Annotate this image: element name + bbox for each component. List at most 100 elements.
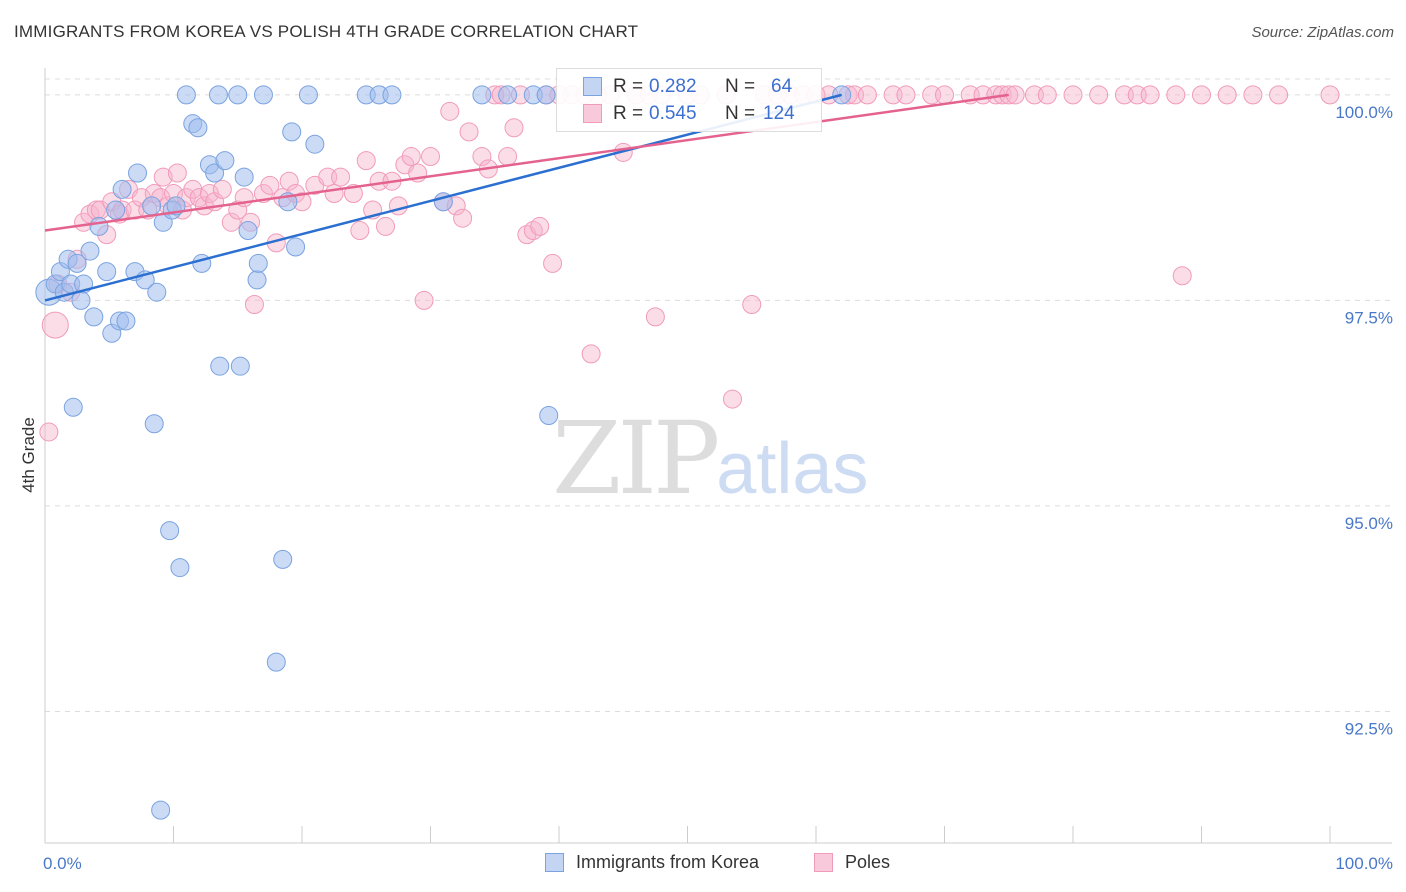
y-axis-label: 4th Grade xyxy=(19,417,38,493)
korea-point xyxy=(215,151,235,171)
korea-point xyxy=(147,282,167,302)
poles-point xyxy=(1140,85,1160,105)
poles-point xyxy=(543,253,563,273)
poles-point xyxy=(356,151,376,171)
watermark-zip: ZIP xyxy=(552,400,720,517)
poles-point xyxy=(1243,85,1263,105)
series-legend: Immigrants from Korea Poles xyxy=(0,852,1406,876)
poles-point xyxy=(498,147,518,167)
poles-point xyxy=(722,389,742,409)
poles-trend-line xyxy=(44,93,1009,232)
korea-point xyxy=(210,356,230,376)
korea-point xyxy=(234,167,254,187)
poles-point xyxy=(896,85,916,105)
poles-point xyxy=(1037,85,1057,105)
n-value: 64 xyxy=(771,76,793,97)
poles-point xyxy=(459,122,479,142)
korea-point xyxy=(128,163,148,183)
legend-item-poles[interactable]: Poles xyxy=(814,852,890,873)
korea-point xyxy=(112,179,132,199)
poles-swatch xyxy=(583,104,602,123)
korea-point xyxy=(116,311,136,331)
korea-point xyxy=(205,163,225,183)
poles-point xyxy=(857,85,877,105)
poles-point xyxy=(153,167,173,187)
n-value: 124 xyxy=(763,103,795,124)
poles-point xyxy=(742,295,762,315)
poles-point xyxy=(1269,85,1289,105)
poles-point xyxy=(41,311,69,339)
korea-point xyxy=(298,85,318,105)
korea-point xyxy=(282,122,302,142)
x-tick-label: 0.0% xyxy=(43,854,82,873)
korea-point xyxy=(253,85,273,105)
korea-point xyxy=(208,85,228,105)
poles-point xyxy=(331,167,351,187)
korea-point xyxy=(472,85,492,105)
korea-point xyxy=(305,134,325,154)
poles-point xyxy=(244,295,264,315)
poles-point xyxy=(1166,85,1186,105)
y-tick-label: 100.0% xyxy=(1335,103,1393,122)
poles-point xyxy=(440,101,460,121)
poles-point xyxy=(421,147,440,167)
poles-point xyxy=(260,175,280,195)
poles-point xyxy=(1320,85,1340,105)
poles-point xyxy=(581,344,601,364)
poles-point xyxy=(1217,85,1237,105)
korea-point xyxy=(67,253,87,273)
korea-point xyxy=(176,85,196,105)
poles-point xyxy=(279,171,299,191)
korea-point xyxy=(80,241,100,261)
legend-item-korea[interactable]: Immigrants from Korea xyxy=(545,852,759,873)
r-label: R = xyxy=(613,103,644,124)
poles-point xyxy=(1063,85,1083,105)
korea-point xyxy=(142,196,162,216)
poles-point xyxy=(1192,85,1211,105)
poles-point xyxy=(472,147,492,167)
poles-point xyxy=(530,216,550,236)
korea-point xyxy=(273,549,293,569)
poles-point xyxy=(221,212,241,232)
poles-point xyxy=(388,196,408,216)
r-label: R = xyxy=(613,76,644,97)
poles-point xyxy=(1172,266,1192,286)
chart-title: IMMIGRANTS FROM KOREA VS POLISH 4TH GRAD… xyxy=(14,22,639,41)
poles-point xyxy=(212,179,232,199)
watermark: ZIPatlas xyxy=(552,400,868,517)
poles-point xyxy=(228,200,248,220)
poles-point xyxy=(39,422,59,442)
poles-point xyxy=(1089,85,1109,105)
poles-point xyxy=(935,85,954,105)
y-tick-label: 97.5% xyxy=(1345,308,1393,327)
korea-point xyxy=(71,290,91,310)
korea-point xyxy=(228,85,248,105)
korea-point xyxy=(498,85,518,105)
n-label: N = xyxy=(725,103,756,124)
korea-point xyxy=(84,307,104,327)
poles-point xyxy=(401,147,421,167)
poles-point xyxy=(1005,85,1025,105)
korea-point xyxy=(238,221,258,241)
poles-legend-swatch xyxy=(814,853,833,872)
poles-point xyxy=(167,163,187,183)
poles-point xyxy=(453,208,473,228)
source-label: Source: ZipAtlas.com xyxy=(1251,24,1394,41)
poles-point xyxy=(376,216,396,236)
korea-point xyxy=(89,216,109,236)
korea-point xyxy=(539,406,559,426)
korea-point xyxy=(247,270,267,290)
y-tick-label: 95.0% xyxy=(1345,514,1393,533)
stats-legend: R = 0.282 N = 64 R = 0.545 N = 124 xyxy=(556,68,822,132)
n-label: N = xyxy=(725,76,756,97)
korea-point xyxy=(151,800,171,820)
y-tick-label: 92.5% xyxy=(1345,719,1393,738)
korea-point xyxy=(286,237,306,257)
korea-point xyxy=(144,414,164,434)
korea-point xyxy=(230,356,250,376)
poles-point xyxy=(645,307,665,327)
watermark-atlas: atlas xyxy=(716,429,869,509)
korea-swatch xyxy=(583,77,602,96)
korea-point xyxy=(248,253,268,273)
